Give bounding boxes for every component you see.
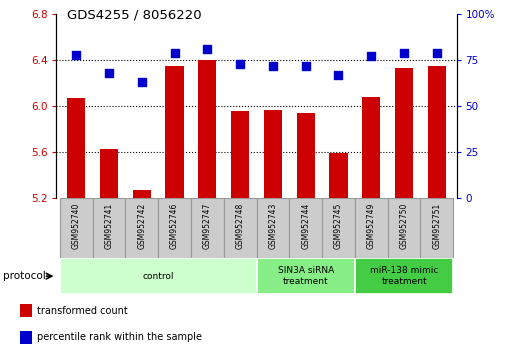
Bar xyxy=(362,97,380,198)
Bar xyxy=(355,198,388,258)
Text: GSM952746: GSM952746 xyxy=(170,203,179,250)
Bar xyxy=(355,258,453,294)
Text: protocol: protocol xyxy=(3,271,45,281)
Bar xyxy=(67,98,85,198)
Bar xyxy=(166,66,184,198)
Bar xyxy=(100,149,118,198)
Bar xyxy=(297,113,314,198)
Bar xyxy=(60,198,92,258)
Bar xyxy=(421,198,453,258)
Bar xyxy=(224,198,256,258)
Point xyxy=(302,63,310,69)
Point xyxy=(400,50,408,56)
Point xyxy=(72,52,80,57)
Point xyxy=(367,54,376,59)
Point xyxy=(269,63,277,69)
Point xyxy=(334,72,343,78)
Bar xyxy=(191,198,224,258)
Bar xyxy=(60,258,256,294)
Bar xyxy=(231,111,249,198)
Bar xyxy=(428,66,446,198)
Text: GSM952740: GSM952740 xyxy=(72,203,81,250)
Bar xyxy=(256,258,355,294)
Text: GSM952751: GSM952751 xyxy=(432,203,441,249)
Text: GSM952743: GSM952743 xyxy=(268,203,278,250)
Point xyxy=(236,61,244,67)
Point xyxy=(105,70,113,76)
Text: SIN3A siRNA
treatment: SIN3A siRNA treatment xyxy=(278,267,334,286)
Text: transformed count: transformed count xyxy=(37,306,128,316)
Bar xyxy=(264,110,282,198)
Text: GDS4255 / 8056220: GDS4255 / 8056220 xyxy=(67,9,201,22)
Bar xyxy=(20,304,32,317)
Text: GSM952749: GSM952749 xyxy=(367,203,376,250)
Bar xyxy=(395,68,413,198)
Bar xyxy=(199,60,216,198)
Text: GSM952748: GSM952748 xyxy=(235,203,245,249)
Text: percentile rank within the sample: percentile rank within the sample xyxy=(37,332,202,342)
Text: GSM952745: GSM952745 xyxy=(334,203,343,250)
Text: miR-138 mimic
treatment: miR-138 mimic treatment xyxy=(370,267,438,286)
Bar xyxy=(158,198,191,258)
Point xyxy=(203,46,211,52)
Point xyxy=(137,79,146,85)
Text: control: control xyxy=(142,272,174,281)
Bar xyxy=(125,198,158,258)
Bar xyxy=(329,153,347,198)
Point xyxy=(433,50,441,56)
Text: GSM952747: GSM952747 xyxy=(203,203,212,250)
Bar xyxy=(20,331,32,343)
Bar xyxy=(92,198,125,258)
Text: GSM952750: GSM952750 xyxy=(400,203,408,250)
Text: GSM952744: GSM952744 xyxy=(301,203,310,250)
Text: GSM952741: GSM952741 xyxy=(105,203,113,249)
Point xyxy=(170,50,179,56)
Bar xyxy=(289,198,322,258)
Text: GSM952742: GSM952742 xyxy=(137,203,146,249)
Bar xyxy=(133,190,151,198)
Bar xyxy=(388,198,421,258)
Bar xyxy=(256,198,289,258)
Bar xyxy=(322,198,355,258)
